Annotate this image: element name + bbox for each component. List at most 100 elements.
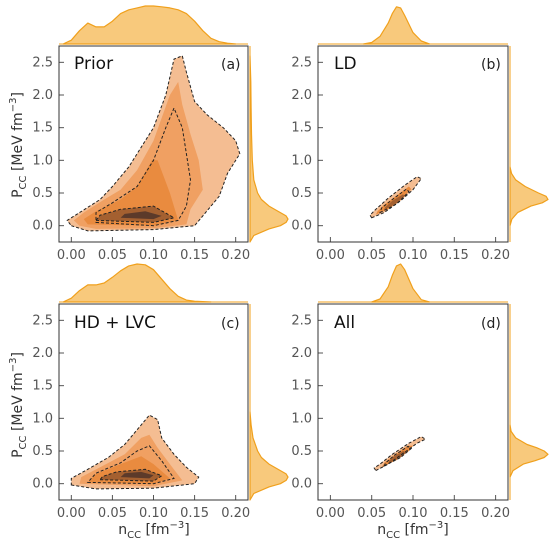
panel-c-xtick-label-3: 0.15 xyxy=(180,506,209,521)
panel-a-ytick-label-0: 0.0 xyxy=(32,219,53,234)
panel-d: 0.00 0.05 0.10 0.15 0.20 0.0 0.5 1.0 1.5 2.0 2.5 A… xyxy=(291,263,549,541)
panel-d-xlabel: nCC [fm−3] xyxy=(377,520,449,541)
panel-d-contour-2 xyxy=(382,445,413,468)
panel-a-ytick-label-2: 1.0 xyxy=(32,153,53,168)
panel-d-frame xyxy=(317,303,509,501)
panel-b-ytick-label-0: 0.0 xyxy=(291,219,312,234)
panel-c-density-region-5 xyxy=(120,471,154,479)
panel-a-marginal-x-density xyxy=(62,5,237,45)
panel-b-ytick-label-3: 1.5 xyxy=(291,121,312,136)
panel-c-marginal-x xyxy=(59,263,248,303)
panel-c-frame xyxy=(58,303,249,501)
panel-a-density-region-2 xyxy=(73,81,203,229)
panel-b: 0.00 0.05 0.10 0.15 0.20 0.0 0.5 1.0 1.5 2.0 2.5 L… xyxy=(291,6,549,263)
panel-b-density-region-3 xyxy=(384,194,405,210)
panel-b-marginal-x-density xyxy=(362,6,431,45)
panel-b-ytick-label-2: 1.0 xyxy=(291,153,312,168)
panel-b-ytick-label-4: 2.0 xyxy=(291,88,312,103)
panel-c-contour-2 xyxy=(86,445,175,485)
panel-b-xtick-label-4: 0.20 xyxy=(481,248,510,263)
panel-a-marginal-y-density xyxy=(249,55,289,243)
panel-b-ytick-label-5: 2.5 xyxy=(291,55,312,70)
panel-a-ylabel: PCC [MeV fm−3] xyxy=(8,92,29,198)
panel-a-contour-2 xyxy=(95,106,192,227)
panel-d-xtick-label-2: 0.10 xyxy=(399,506,428,521)
panel-d-ytick-label-4: 2.0 xyxy=(291,346,312,361)
panel-a-marginal-y xyxy=(249,46,289,243)
panel-d-ytick-label-2: 1.0 xyxy=(291,411,312,426)
panel-a-marginal-x xyxy=(59,5,248,45)
panel-b-marginal-x xyxy=(318,6,508,45)
panel-c-title: HD + LVC xyxy=(74,313,156,333)
panel-c-ytick-label-4: 2.0 xyxy=(32,346,53,361)
panel-c-marginal-y xyxy=(249,304,289,501)
panel-b-title: LD xyxy=(334,54,357,74)
panel-d-xtick-label-3: 0.15 xyxy=(440,506,469,521)
panel-a-frame xyxy=(58,45,249,243)
panel-b-xtick-label-2: 0.10 xyxy=(399,248,428,263)
panel-d-marginal-x-density xyxy=(371,263,431,303)
panel-a-contour-1 xyxy=(66,55,241,232)
panel-a-density xyxy=(66,55,241,232)
panel-b-xtick-label-0: 0.00 xyxy=(316,248,345,263)
panel-c-ylabel: PCC [MeV fm−3] xyxy=(8,352,29,458)
panel-d-ytick-label-1: 0.5 xyxy=(291,444,312,459)
panel-d-marginal-y xyxy=(509,304,549,500)
panel-a-contour-3 xyxy=(94,205,176,223)
panel-a-xtick-label-1: 0.05 xyxy=(98,248,127,263)
panel-c-xtick-label-4: 0.20 xyxy=(221,506,250,521)
panel-a-density-region-5 xyxy=(120,211,162,220)
panel-c-xtick-label-1: 0.05 xyxy=(98,506,127,521)
panel-a-xtick-label-4: 0.20 xyxy=(221,248,250,263)
panel-c-ytick-label-5: 2.5 xyxy=(32,313,53,328)
panel-b-plot: 0.00 0.05 0.10 0.15 0.20 0.0 0.5 1.0 1.5 2.0 2.5 xyxy=(291,55,510,263)
panel-c: 0.00 0.05 0.10 0.15 0.20 0.0 0.5 1.0 1.5 2.0 2.5 H… xyxy=(8,263,289,541)
panel-a-ytick-label-1: 0.5 xyxy=(32,186,53,201)
panel-a-xtick-label-3: 0.15 xyxy=(180,248,209,263)
panel-b-marginal-y-density xyxy=(509,166,549,227)
panel-b-xtick-label-1: 0.05 xyxy=(357,248,386,263)
panel-c-xtick-label-2: 0.10 xyxy=(139,506,168,521)
panel-c-ytick-label-1: 0.5 xyxy=(32,444,53,459)
panel-c-density xyxy=(70,414,200,490)
panel-d-xtick-label-4: 0.20 xyxy=(481,506,510,521)
panel-b-frame xyxy=(317,45,509,243)
panel-b-ytick-label-1: 0.5 xyxy=(291,186,312,201)
panel-d-tag: (d) xyxy=(481,316,501,332)
panel-d-ytick-label-5: 2.5 xyxy=(291,313,312,328)
panel-d-title: All xyxy=(334,313,355,333)
panel-c-marginal-x-density xyxy=(62,263,212,303)
panel-a-xtick-label-0: 0.00 xyxy=(57,248,86,263)
panel-c-contour-1 xyxy=(70,414,200,490)
panel-c-ytick-label-2: 1.0 xyxy=(32,411,53,426)
panel-a-title: Prior xyxy=(74,54,113,74)
panel-a-xtick-label-2: 0.10 xyxy=(139,248,168,263)
panel-d-xtick-label-0: 0.00 xyxy=(316,506,345,521)
panel-a-ytick-label-5: 2.5 xyxy=(32,55,53,70)
panel-d-density xyxy=(373,436,427,472)
panel-d-ytick-label-0: 0.0 xyxy=(291,477,312,492)
panel-b-marginal-y xyxy=(509,46,549,242)
panel-b-contour-2 xyxy=(379,188,410,214)
panel-a-tag: (a) xyxy=(221,57,241,73)
panel-c-marginal-y-density xyxy=(249,411,289,501)
panel-c-xlabel: nCC [fm−3] xyxy=(118,520,190,541)
panel-c-ytick-label-0: 0.0 xyxy=(32,477,53,492)
panel-a-ytick-label-4: 2.0 xyxy=(32,88,53,103)
panel-b-density xyxy=(369,176,423,219)
panel-a: 0.00 0.05 0.10 0.15 0.20 0.0 0.5 1.0 1.5 2.0 2.5 P… xyxy=(8,5,289,263)
panel-a-ytick-label-3: 1.5 xyxy=(32,121,53,136)
panel-d-marginal-x xyxy=(318,263,508,303)
panel-b-tag: (b) xyxy=(481,57,501,73)
panel-c-plot: 0.00 0.05 0.10 0.15 0.20 0.0 0.5 1.0 1.5 2.0 2.5 xyxy=(32,313,250,521)
panel-d-xtick-label-1: 0.05 xyxy=(357,506,386,521)
panel-c-ytick-label-3: 1.5 xyxy=(32,379,53,394)
panel-c-tag: (c) xyxy=(221,316,240,332)
panel-a-plot: 0.00 0.05 0.10 0.15 0.20 0.0 0.5 1.0 1.5 2.0 2.5 xyxy=(32,55,250,263)
panel-c-contour-3 xyxy=(99,468,163,482)
panel-d-ytick-label-3: 1.5 xyxy=(291,379,312,394)
panel-c-xtick-label-0: 0.00 xyxy=(57,506,86,521)
panel-d-plot: 0.00 0.05 0.10 0.15 0.20 0.0 0.5 1.0 1.5 2.0 2.5 xyxy=(291,313,510,521)
panel-d-contour-1 xyxy=(373,436,427,472)
